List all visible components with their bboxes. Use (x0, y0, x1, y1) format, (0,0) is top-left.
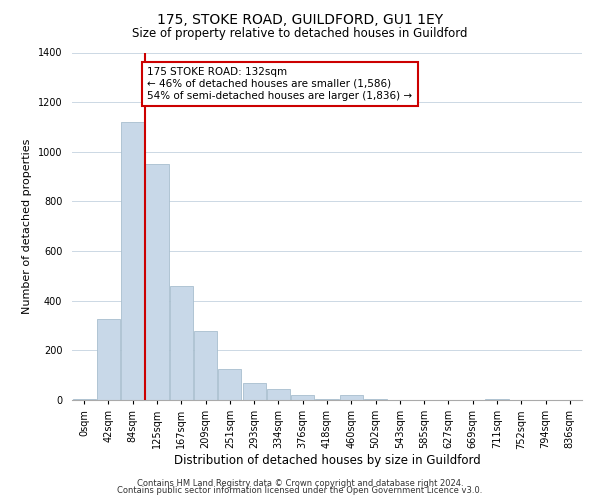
Bar (364, 399, 387, 400)
Text: 175 STOKE ROAD: 132sqm
← 46% of detached houses are smaller (1,586)
54% of semi-: 175 STOKE ROAD: 132sqm ← 46% of detached… (147, 68, 412, 100)
Bar (170, 286, 193, 400)
Bar (485, 399, 509, 400)
Bar (218, 369, 241, 400)
Text: Contains public sector information licensed under the Open Government Licence v3: Contains public sector information licen… (118, 486, 482, 495)
Y-axis label: Number of detached properties: Number of detached properties (22, 138, 32, 314)
Bar (194, 330, 217, 400)
Bar (267, 389, 290, 400)
Text: Size of property relative to detached houses in Guildford: Size of property relative to detached ho… (132, 28, 468, 40)
X-axis label: Distribution of detached houses by size in Guildford: Distribution of detached houses by size … (173, 454, 481, 467)
Bar (121, 122, 144, 400)
Bar (291, 395, 314, 400)
Text: Contains HM Land Registry data © Crown copyright and database right 2024.: Contains HM Land Registry data © Crown c… (137, 478, 463, 488)
Bar (97, 320, 120, 400)
Text: 175, STOKE ROAD, GUILDFORD, GU1 1EY: 175, STOKE ROAD, GUILDFORD, GU1 1EY (157, 12, 443, 26)
Bar (145, 164, 169, 400)
Bar (242, 382, 266, 400)
Bar (340, 395, 363, 400)
Bar (316, 399, 338, 400)
Bar (73, 399, 95, 400)
